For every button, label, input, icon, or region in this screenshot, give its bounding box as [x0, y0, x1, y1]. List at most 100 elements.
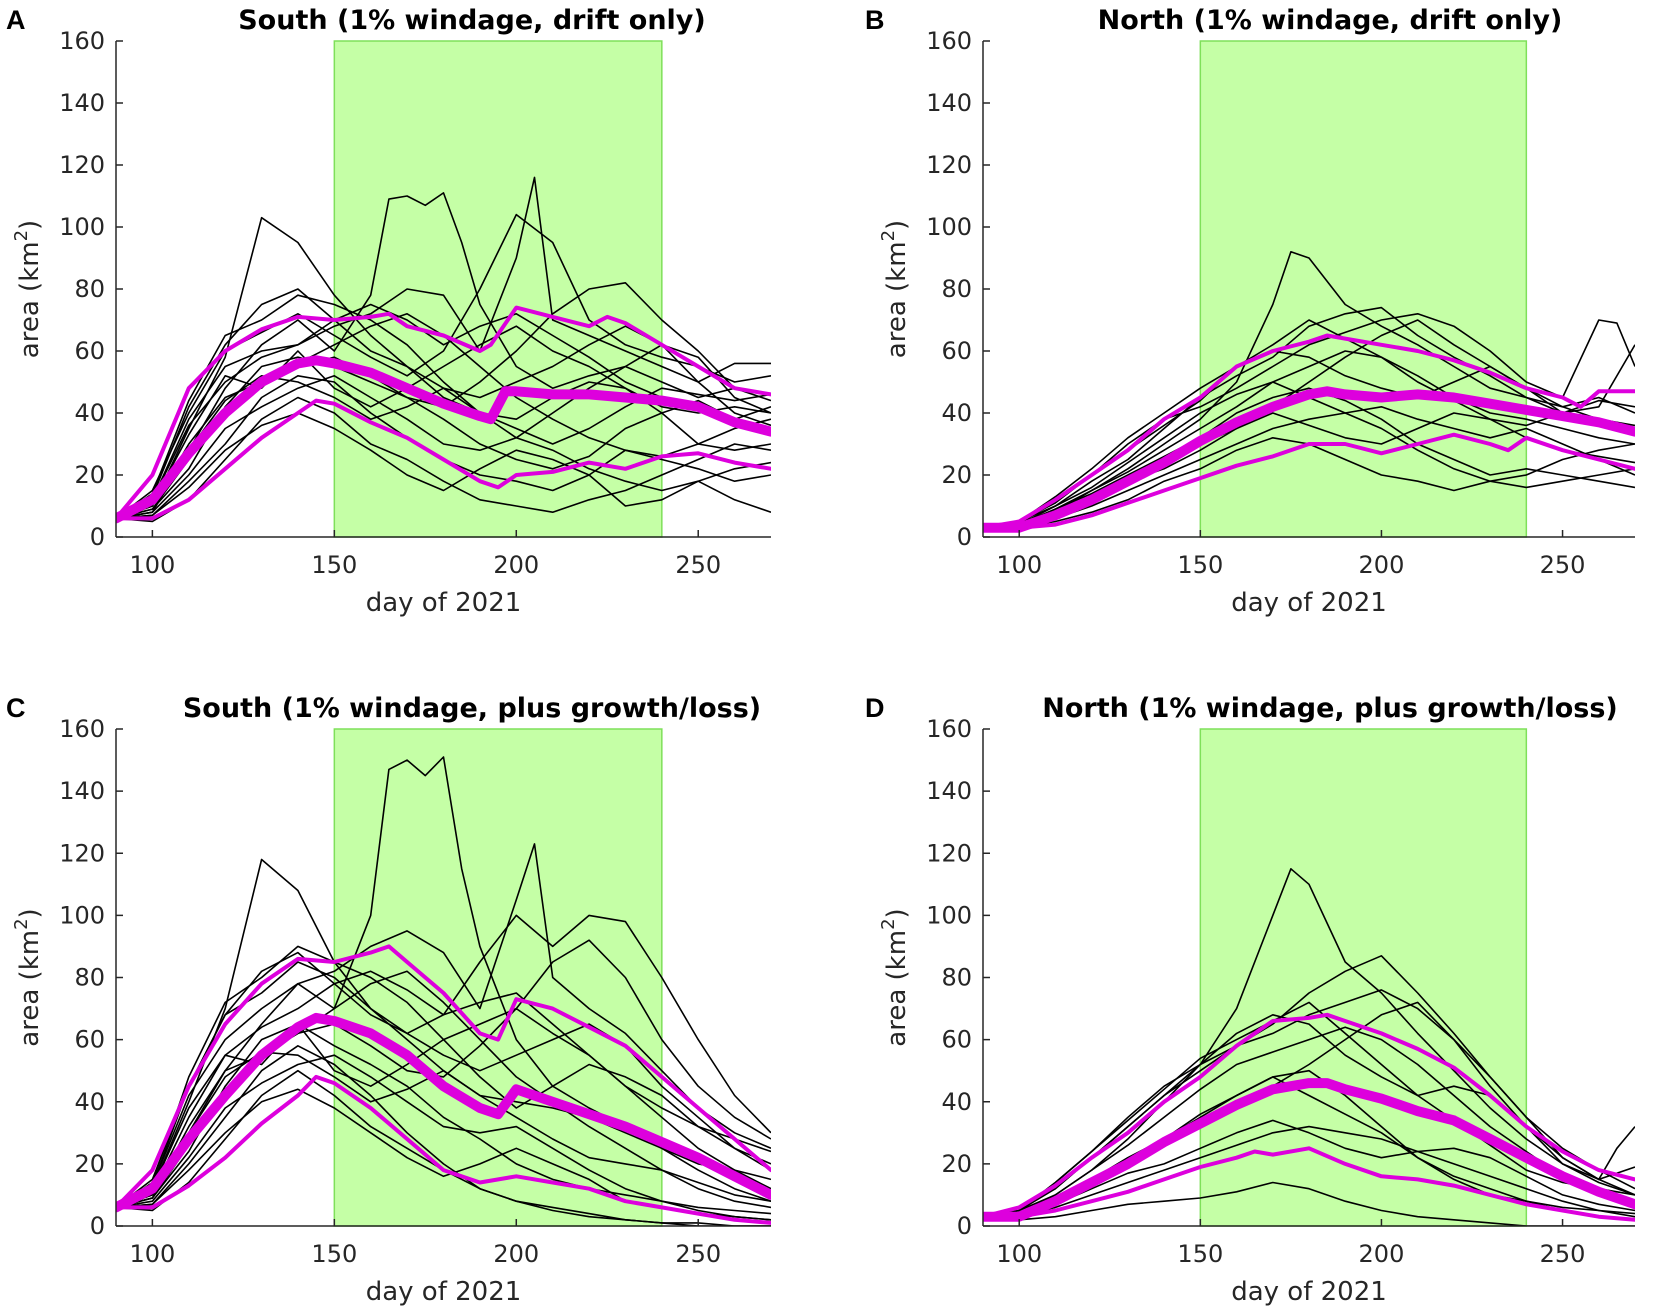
ensemble-member-2	[983, 306, 1635, 529]
ensemble-member-15	[116, 1051, 771, 1209]
lower-percentile-line	[116, 398, 771, 521]
ensemble-member-15	[116, 374, 771, 520]
lower-percentile-line	[983, 432, 1635, 530]
ensemble-member-7	[983, 1181, 1635, 1226]
panel-letter: B	[865, 5, 885, 35]
y-tick-label: 20	[941, 1150, 972, 1178]
x-tick-label: 150	[1177, 1240, 1223, 1268]
ensemble-member-11	[983, 1001, 1635, 1218]
panel-c: 0 20 40 60 80 100 120 140 160 100 150 200 250 day of …	[6, 693, 771, 1307]
chart-title: South (1% windage, drift only)	[238, 5, 706, 36]
y-tick-label: 40	[74, 399, 105, 427]
y-axis-label: area (km2)	[11, 220, 45, 358]
y-axis-label: area (km2)	[11, 908, 45, 1046]
y-tick-label: 40	[941, 399, 972, 427]
ensemble-member-13	[116, 1054, 771, 1221]
x-tick-label: 100	[996, 1240, 1042, 1268]
upper-percentile-line	[983, 1012, 1635, 1219]
chart-title: North (1% windage, drift only)	[1098, 5, 1563, 36]
x-tick-label: 200	[493, 551, 539, 579]
ensemble-member-1	[116, 216, 771, 520]
x-tick-label: 100	[129, 551, 175, 579]
x-tick-label: 200	[1359, 551, 1405, 579]
ensemble-member-8	[983, 1026, 1635, 1218]
shaded-period	[1199, 40, 1528, 538]
y-tick-label: 80	[941, 964, 972, 992]
median-line	[116, 1012, 771, 1213]
lower-percentile-line	[983, 1146, 1635, 1222]
panel-b: 0 20 40 60 80 100 120 140 160 100 150 200 250 day of …	[865, 5, 1635, 618]
y-tick-label: 120	[59, 151, 105, 179]
y-tick-label: 0	[957, 523, 972, 551]
y-tick-label: 20	[941, 461, 972, 489]
ensemble-member-2	[116, 192, 771, 520]
panel-d: 0 20 40 60 80 100 120 140 160 100 150 200 250 day of …	[865, 693, 1635, 1307]
upper-percentile-line	[983, 333, 1635, 530]
x-axis-label: day of 2021	[366, 588, 522, 618]
ensemble-member-9	[116, 325, 771, 520]
y-tick-label: 160	[59, 715, 105, 743]
y-tick-label: 160	[926, 715, 972, 743]
y-tick-label: 140	[926, 777, 972, 805]
x-tick-label: 250	[675, 1240, 721, 1268]
x-tick-label: 100	[129, 1240, 175, 1268]
y-tick-label: 60	[941, 337, 972, 365]
y-tick-label: 0	[957, 1212, 972, 1240]
median-line	[116, 355, 771, 524]
x-tick-label: 150	[1177, 551, 1223, 579]
ensemble-member-13	[116, 374, 771, 520]
data-lines	[983, 251, 1635, 533]
y-tick-label: 120	[926, 151, 972, 179]
ensemble-member-11	[983, 319, 1635, 529]
y-tick-label: 40	[941, 1088, 972, 1116]
x-tick-label: 150	[311, 551, 357, 579]
y-tick-label: 160	[926, 27, 972, 55]
ensemble-member-1	[983, 867, 1635, 1218]
data-lines	[116, 176, 771, 524]
upper-percentile-line	[116, 305, 771, 521]
y-tick-label: 20	[74, 1150, 105, 1178]
chart-title: South (1% windage, plus growth/loss)	[183, 693, 761, 724]
y-tick-label: 100	[926, 213, 972, 241]
y-tick-label: 80	[74, 275, 105, 303]
x-tick-label: 200	[1359, 1240, 1405, 1268]
y-tick-label: 40	[74, 1088, 105, 1116]
ensemble-member-10	[983, 1119, 1635, 1218]
y-tick-label: 80	[941, 275, 972, 303]
y-tick-label: 0	[90, 523, 105, 551]
y-tick-label: 160	[59, 27, 105, 55]
y-axis-label: area (km2)	[878, 220, 912, 358]
x-tick-label: 100	[996, 551, 1042, 579]
y-tick-label: 100	[59, 901, 105, 929]
y-tick-label: 140	[59, 777, 105, 805]
panel-letter: C	[6, 693, 26, 723]
y-tick-label: 60	[74, 337, 105, 365]
ensemble-member-3	[116, 843, 771, 1209]
data-lines	[983, 867, 1635, 1226]
y-tick-label: 100	[926, 901, 972, 929]
y-tick-label: 100	[59, 213, 105, 241]
panel-letter: D	[865, 693, 885, 723]
y-tick-label: 140	[926, 89, 972, 117]
ensemble-member-4	[983, 1125, 1635, 1218]
y-tick-label: 20	[74, 461, 105, 489]
panel-letter: A	[6, 5, 26, 35]
y-tick-label: 0	[90, 1212, 105, 1240]
chart-title: North (1% windage, plus growth/loss)	[1042, 693, 1618, 724]
shaded-period	[333, 40, 663, 538]
ensemble-member-3	[116, 176, 771, 520]
y-axis-label: area (km2)	[878, 908, 912, 1046]
ensemble-member-5	[983, 387, 1635, 529]
y-tick-label: 120	[926, 839, 972, 867]
data-lines	[116, 756, 771, 1226]
median-line	[983, 386, 1635, 533]
panel-a: 0 20 40 60 80 100 120 140 160 100 150 200 250 day of …	[6, 5, 771, 618]
upper-percentile-line	[116, 944, 771, 1210]
x-tick-label: 150	[311, 1240, 357, 1268]
y-tick-label: 60	[941, 1026, 972, 1054]
x-axis-label: day of 2021	[1231, 1277, 1387, 1307]
ensemble-member-10	[116, 396, 771, 523]
x-tick-label: 250	[675, 551, 721, 579]
ensemble-member-8	[983, 350, 1635, 529]
